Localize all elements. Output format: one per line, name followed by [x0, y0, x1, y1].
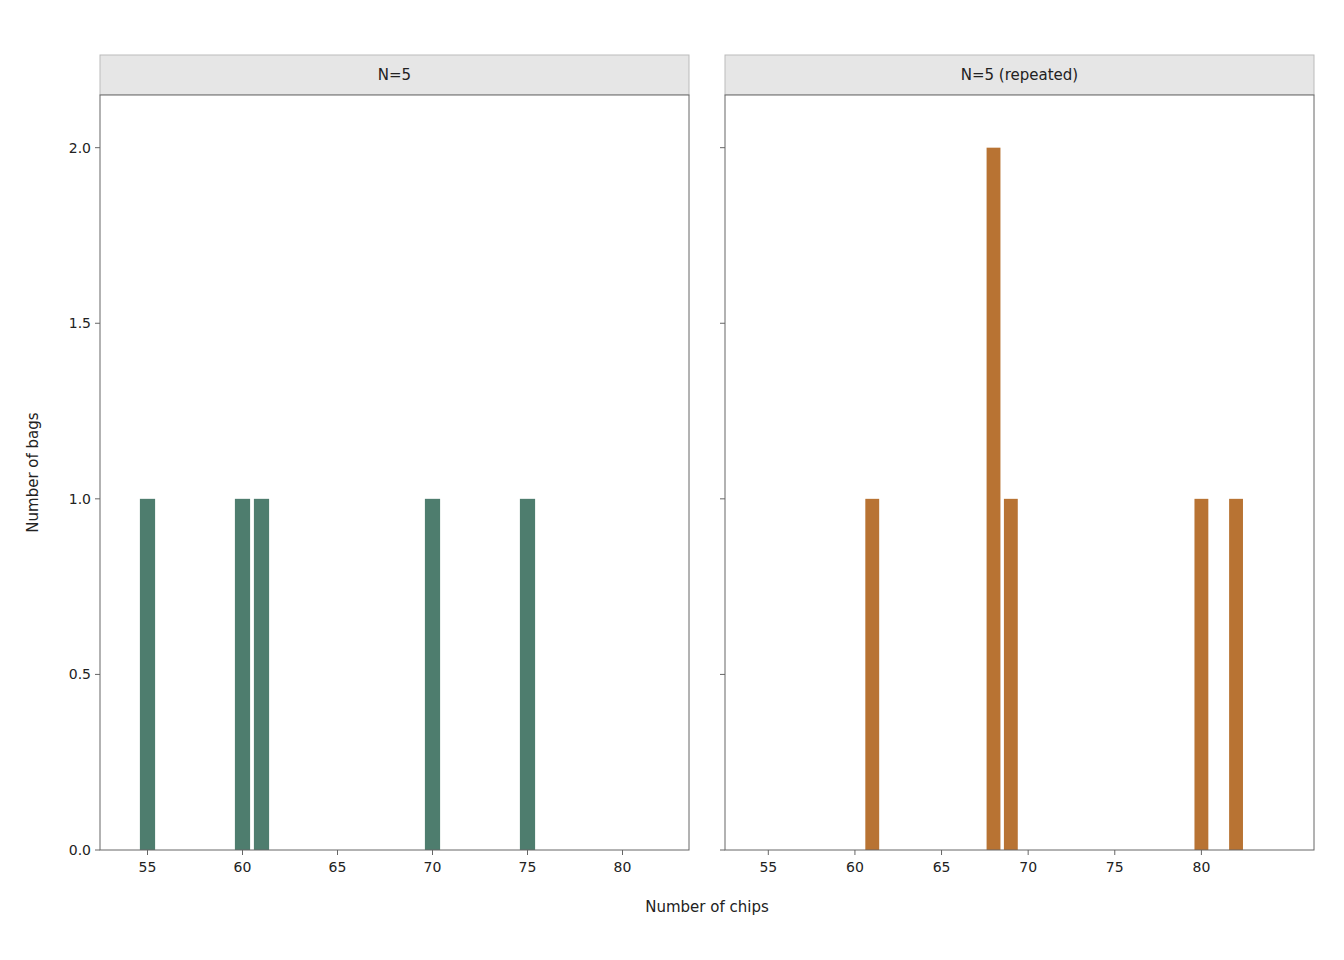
x-tick: [854, 850, 855, 855]
x-tick-label: 80: [614, 859, 632, 875]
x-tick: [147, 850, 148, 855]
y-tick: [95, 674, 100, 675]
y-tick: [95, 147, 100, 148]
x-tick: [337, 850, 338, 855]
facet-title: N=5 (repeated): [961, 66, 1078, 84]
y-tick-label: 0.0: [69, 842, 91, 858]
chart-container: N=5 55 60 65 70 75 80 0.0 0.5 1.0 1.5 2.0 Number of …: [0, 0, 1344, 960]
y-tick: [720, 850, 725, 851]
bar: [425, 499, 440, 850]
x-tick: [1028, 850, 1029, 855]
page: {"chart_data": [ {"type": "bar", "title"…: [0, 0, 1344, 960]
panel: N=5 55 60 65 70 75 80 0.0 0.5 1.0 1.5 2.0: [69, 55, 689, 875]
facet-header: [725, 55, 1314, 95]
bars: [140, 499, 535, 850]
x-tick-label: 75: [519, 859, 537, 875]
x-tick-label: 70: [1019, 859, 1037, 875]
bar: [254, 499, 269, 850]
bar: [140, 499, 155, 850]
chart-svg: N=5 55 60 65 70 75 80 0.0 0.5 1.0 1.5 2.0 Number of …: [0, 0, 1344, 960]
bar: [1004, 499, 1018, 850]
y-tick: [95, 498, 100, 499]
x-tick: [941, 850, 942, 855]
plot-frame: [100, 95, 689, 850]
bar: [865, 499, 879, 850]
y-tick: [95, 850, 100, 851]
bar: [1194, 499, 1208, 850]
y-tick-label: 0.5: [69, 666, 91, 682]
facet-header: [100, 55, 689, 95]
y-tick: [720, 323, 725, 324]
x-tick: [1114, 850, 1115, 855]
y-tick: [720, 674, 725, 675]
bar: [520, 499, 535, 850]
plot-background: [725, 95, 1314, 850]
y-tick-label: 1.5: [69, 315, 91, 331]
x-tick-label: 80: [1192, 859, 1210, 875]
x-tick: [527, 850, 528, 855]
x-axis-label: Number of chips: [645, 898, 769, 916]
bar: [235, 499, 250, 850]
y-tick: [720, 498, 725, 499]
x-tick-label: 65: [933, 859, 951, 875]
x-tick: [768, 850, 769, 855]
x-tick: [242, 850, 243, 855]
x-tick-label: 75: [1106, 859, 1124, 875]
plot-background: [100, 95, 689, 850]
x-tick: [622, 850, 623, 855]
y-tick: [720, 147, 725, 148]
facet-title: N=5: [378, 66, 411, 84]
x-tick-label: 60: [846, 859, 864, 875]
x-tick-label: 65: [329, 859, 347, 875]
panel: N=5 (repeated) 55 60 65 70 75 80: [720, 55, 1314, 875]
bar: [1229, 499, 1243, 850]
x-tick-label: 55: [759, 859, 777, 875]
x-tick-label: 70: [424, 859, 442, 875]
x-tick: [1201, 850, 1202, 855]
x-tick-label: 60: [234, 859, 252, 875]
bars: [865, 148, 1243, 850]
plot-frame: [725, 95, 1314, 850]
y-tick-label: 1.0: [69, 491, 91, 507]
y-tick: [95, 323, 100, 324]
y-axis-label: Number of bags: [24, 412, 42, 532]
x-tick-label: 55: [139, 859, 157, 875]
y-tick-label: 2.0: [69, 140, 91, 156]
bar: [987, 148, 1001, 850]
x-tick: [432, 850, 433, 855]
